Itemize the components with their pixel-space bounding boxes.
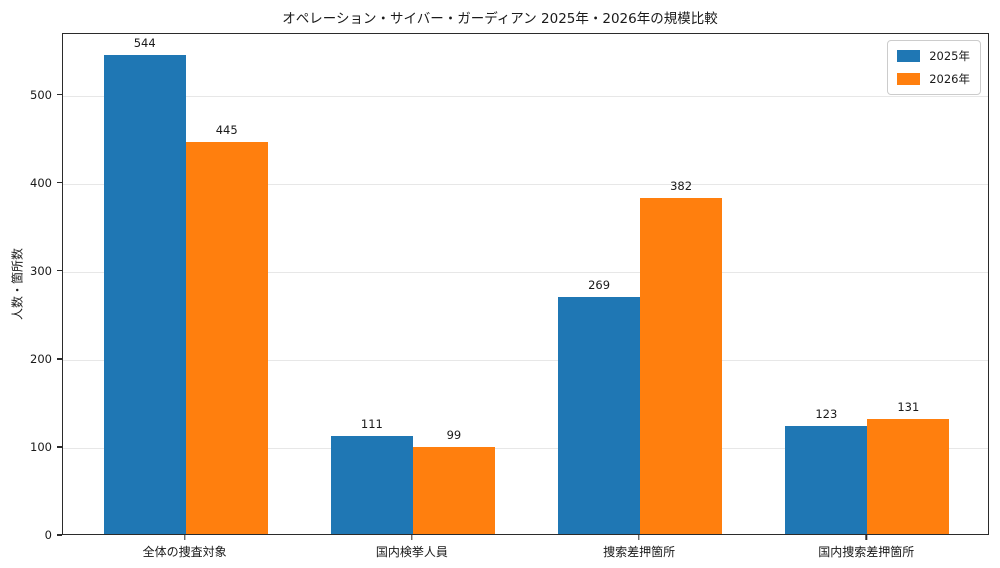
x-tick-mark	[865, 535, 867, 540]
y-axis-ticks: 0 100 200 300 400 500	[0, 33, 62, 542]
bar-2025年-国内捜索差押箇所	[785, 425, 868, 534]
bar-value-label: 111	[360, 417, 383, 432]
y-tick-label: 100	[30, 439, 52, 454]
x-tick-label: 国内捜索差押箇所	[818, 545, 915, 559]
x-tick-label: 全体の捜査対象	[142, 545, 227, 559]
y-tick-label: 200	[30, 351, 52, 366]
x-tick-mark	[638, 535, 640, 540]
y-tick-label: 500	[30, 87, 52, 102]
x-axis-ticks: 全体の捜査対象 国内検挙人員 捜索差押箇所 国内捜索差押箇所	[62, 535, 989, 565]
gridline-y-200	[63, 359, 988, 361]
gridline-y-100	[63, 447, 988, 449]
y-tick-mark	[57, 93, 62, 96]
y-tick-label: 0	[44, 528, 52, 542]
chart-title: オペレーション・サイバー・ガーディアン 2025年・2026年の規模比較	[282, 11, 718, 27]
x-tick-mark	[411, 535, 413, 540]
y-tick-mark	[57, 358, 62, 360]
bar-2026年-捜索差押箇所	[640, 197, 723, 534]
bar-2025年-捜索差押箇所	[558, 297, 641, 534]
plot-area: 2025年 2026年 544 445 111 99 269 382 123 131	[62, 33, 989, 535]
legend-item-2025年: 2025年	[897, 48, 970, 64]
gridline-y-400	[63, 183, 988, 185]
y-tick-label: 300	[30, 263, 52, 278]
y-tick-mark	[57, 182, 62, 184]
bar-2026年-国内検挙人員	[412, 446, 495, 534]
y-tick-mark	[57, 446, 62, 448]
gridline-y-500	[63, 95, 988, 97]
bar-2026年-全体の捜査対象	[185, 142, 268, 534]
legend-item-2026年: 2026年	[897, 71, 970, 87]
bar-2025年-国内検挙人員	[330, 436, 413, 534]
bar-value-label: 131	[897, 399, 920, 414]
bar-value-label: 99	[446, 427, 462, 442]
y-tick-label: 400	[30, 175, 52, 190]
bar-value-label: 269	[588, 278, 611, 293]
bar-value-label: 445	[215, 123, 238, 138]
legend-swatch	[897, 50, 921, 62]
legend-label: 2026年	[929, 72, 970, 86]
legend: 2025年 2026年	[887, 40, 981, 95]
x-tick-mark	[183, 535, 186, 540]
y-tick-mark	[57, 534, 62, 536]
gridline-y-300	[63, 271, 988, 273]
x-tick-label: 国内検挙人員	[375, 545, 448, 559]
legend-label: 2025年	[929, 49, 970, 63]
legend-swatch	[897, 73, 921, 85]
bar-value-label: 123	[815, 406, 838, 421]
bar-2025年-全体の捜査対象	[103, 54, 186, 534]
bar-2026年-国内捜索差押箇所	[867, 418, 950, 534]
bar-value-label: 544	[133, 35, 156, 50]
y-tick-mark	[57, 270, 62, 272]
x-tick-label: 捜索差押箇所	[603, 545, 676, 559]
bar-value-label: 382	[670, 178, 693, 193]
